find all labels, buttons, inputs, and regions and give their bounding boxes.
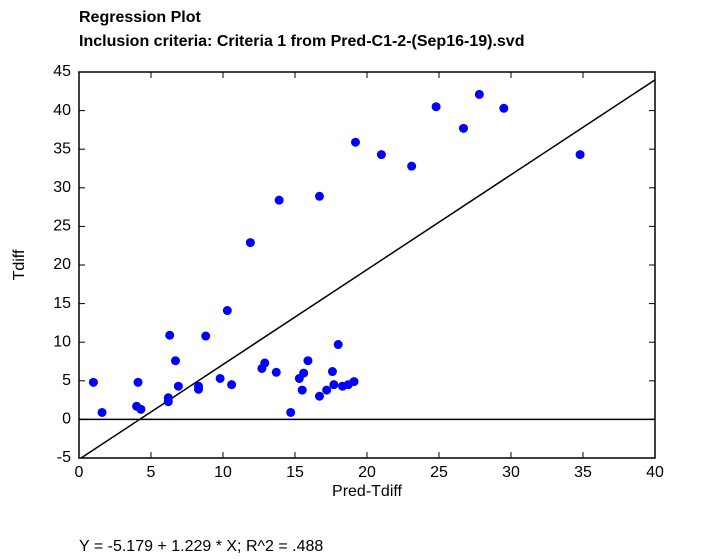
y-axis-label: Tdiff bbox=[11, 249, 28, 280]
point bbox=[303, 356, 313, 366]
x-tick-label: 35 bbox=[574, 464, 592, 481]
y-tick-label: 10 bbox=[53, 333, 71, 350]
x-tick-label: 0 bbox=[75, 464, 84, 481]
point bbox=[286, 407, 296, 417]
point bbox=[227, 380, 237, 390]
x-tick-label: 5 bbox=[147, 464, 156, 481]
point bbox=[194, 381, 204, 391]
point bbox=[201, 331, 211, 341]
y-tick-label: 30 bbox=[53, 179, 71, 196]
point bbox=[407, 161, 417, 171]
point bbox=[133, 377, 143, 387]
point bbox=[163, 397, 173, 407]
y-tick-label: 20 bbox=[53, 256, 71, 273]
point bbox=[314, 191, 324, 201]
point bbox=[322, 385, 332, 395]
x-tick-label: 25 bbox=[430, 464, 448, 481]
x-axis-label: Pred-Tdiff bbox=[332, 483, 403, 500]
point bbox=[431, 102, 441, 112]
point bbox=[349, 377, 359, 387]
point bbox=[274, 195, 284, 205]
point bbox=[458, 123, 468, 133]
y-tick-label: 15 bbox=[53, 295, 71, 312]
point bbox=[170, 356, 180, 366]
point bbox=[314, 391, 324, 401]
point bbox=[88, 377, 98, 387]
point bbox=[297, 385, 307, 395]
fit-line bbox=[80, 79, 656, 459]
x-tick-label: 10 bbox=[214, 464, 232, 481]
point bbox=[329, 380, 339, 390]
point bbox=[173, 381, 183, 391]
point bbox=[271, 367, 281, 377]
x-tick-label: 15 bbox=[286, 464, 304, 481]
point bbox=[327, 367, 337, 377]
point bbox=[333, 340, 343, 350]
equation: Y = -5.179 + 1.229 * X; R^2 = .488 bbox=[79, 538, 323, 555]
point bbox=[350, 137, 360, 147]
point bbox=[136, 404, 146, 414]
y-tick-label: 40 bbox=[53, 102, 71, 119]
point bbox=[376, 150, 386, 160]
point bbox=[474, 89, 484, 99]
y-tick-label: 45 bbox=[53, 63, 71, 80]
point bbox=[245, 238, 255, 248]
x-tick-label: 20 bbox=[358, 464, 376, 481]
point bbox=[97, 407, 107, 417]
point bbox=[260, 358, 270, 368]
point bbox=[499, 103, 509, 113]
x-tick-label: 30 bbox=[502, 464, 520, 481]
y-tick-label: 0 bbox=[62, 411, 71, 428]
y-tick-label: 5 bbox=[62, 372, 71, 389]
point bbox=[299, 368, 309, 378]
y-tick-label: -5 bbox=[57, 449, 71, 466]
chart-subtitle: Inclusion criteria: Criteria 1 from Pred… bbox=[79, 33, 524, 50]
x-tick-label: 40 bbox=[646, 464, 664, 481]
y-tick-label: 35 bbox=[53, 140, 71, 157]
point bbox=[165, 330, 175, 340]
point bbox=[575, 150, 585, 160]
point bbox=[215, 373, 225, 383]
y-tick-label: 25 bbox=[53, 218, 71, 235]
point bbox=[222, 306, 232, 316]
chart-title: Regression Plot bbox=[79, 9, 201, 26]
